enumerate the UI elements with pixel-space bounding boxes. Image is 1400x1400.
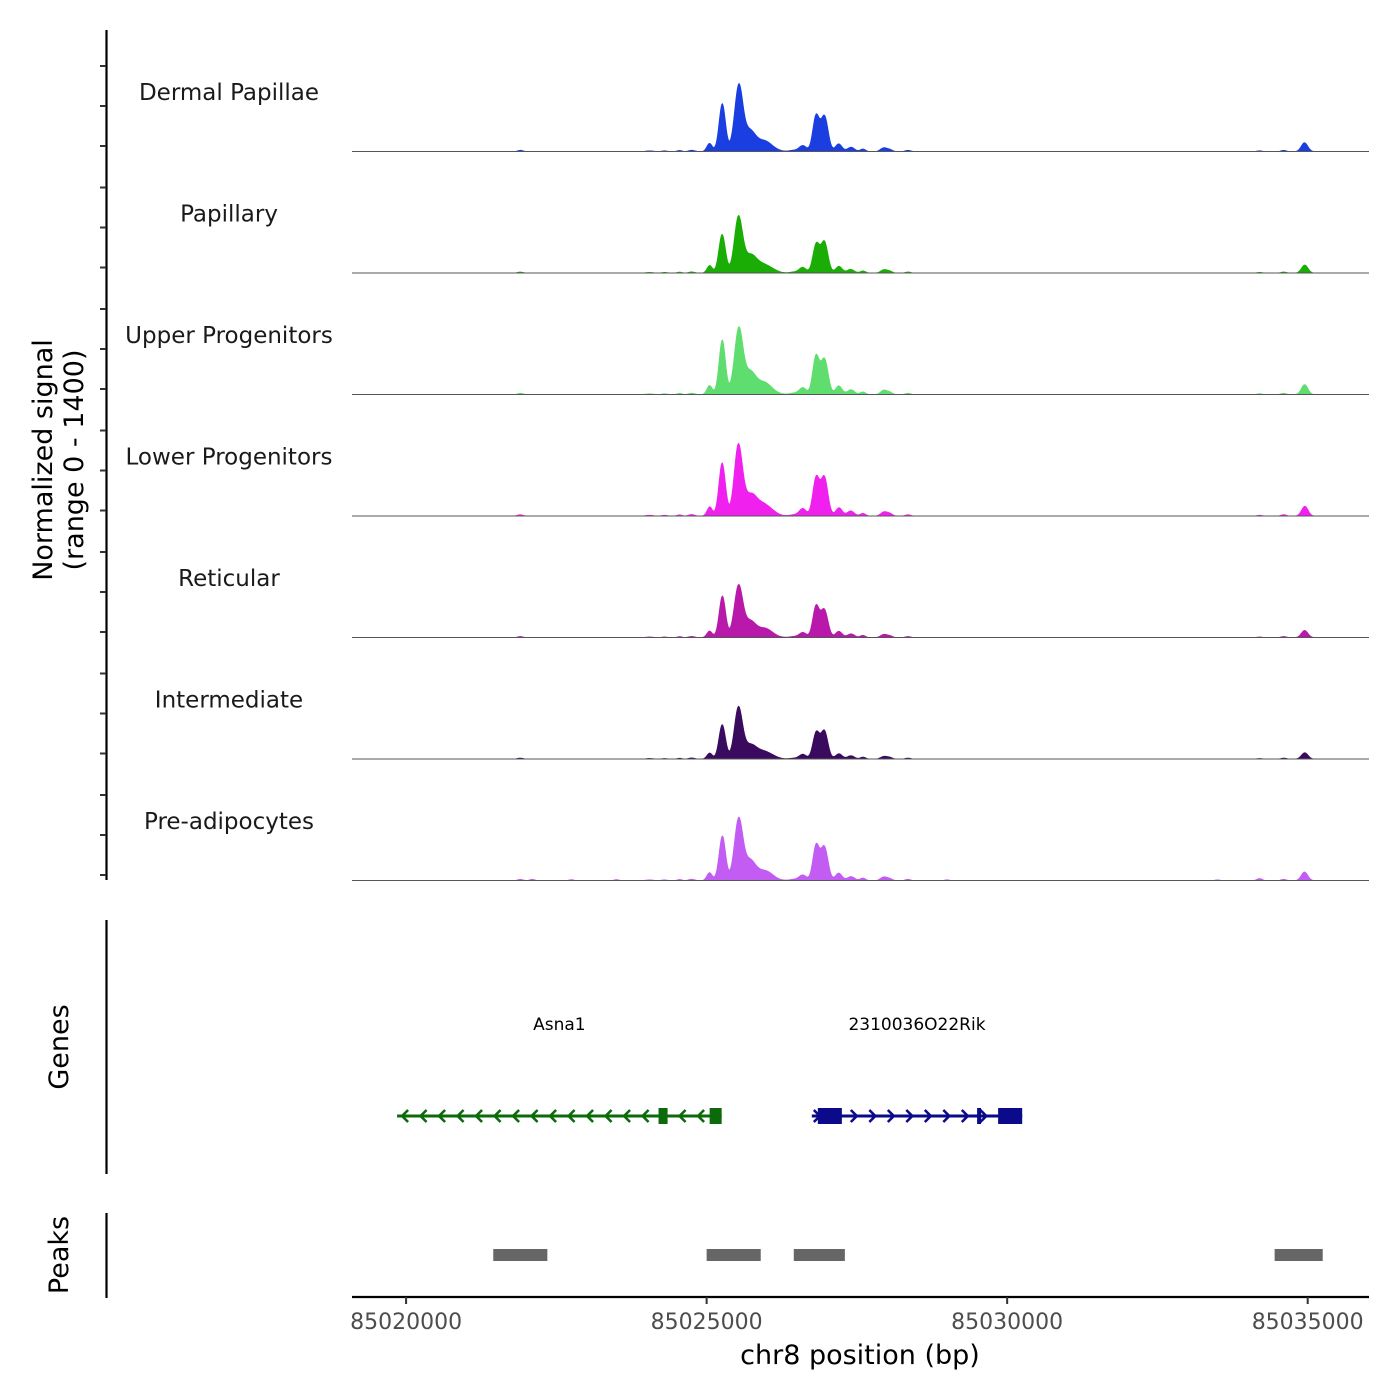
- strand-chevron: [400, 1109, 409, 1123]
- strand-chevron: [474, 1109, 483, 1123]
- genes-panel: Genes Asna1 2310036O22Rik: [44, 920, 1023, 1174]
- strand-chevron: [622, 1109, 631, 1123]
- strand-chevron: [923, 1109, 933, 1123]
- track-label: Upper Progenitors: [125, 323, 333, 349]
- coverage-area-lower-progenitors: [352, 442, 1323, 517]
- track-label: Lower Progenitors: [126, 445, 333, 471]
- strand-chevron: [548, 1109, 557, 1123]
- strand-chevron: [849, 1109, 859, 1123]
- track-label: Intermediate: [155, 688, 303, 714]
- track-label: Dermal Papillae: [139, 80, 319, 106]
- strand-chevron: [886, 1109, 896, 1123]
- tracks-y-axis-title-line1: Normalized signal: [28, 339, 59, 581]
- track-label: Papillary: [180, 202, 278, 228]
- tracks-y-axis-title-line2: (range 0 - 1400): [59, 350, 90, 571]
- gene-models: Asna1 2310036O22Rik: [397, 1015, 1023, 1124]
- gene-exon: [709, 1108, 722, 1124]
- peak-bar: [706, 1249, 761, 1261]
- x-axis-title: chr8 position (bp): [740, 1340, 980, 1371]
- peaks-axis-title: Peaks: [44, 1216, 75, 1294]
- tracks-y-axis-ticks: [100, 65, 106, 876]
- gene-name-label: Asna1: [533, 1015, 586, 1035]
- strand-chevron: [603, 1109, 613, 1123]
- strand-chevron: [696, 1109, 705, 1123]
- gene-exon: [977, 1108, 982, 1124]
- gene-name-label: 2310036O22Rik: [848, 1015, 985, 1035]
- peak-bar: [493, 1249, 548, 1261]
- peak-bars: [493, 1249, 1323, 1261]
- x-tick-label: 85035000: [1252, 1310, 1364, 1335]
- strand-chevron: [677, 1109, 687, 1123]
- strand-chevron: [979, 1109, 989, 1123]
- strand-chevron: [905, 1109, 915, 1123]
- strand-chevron: [960, 1109, 970, 1123]
- coverage-areas: [352, 83, 1369, 881]
- gene-model-asna1: Asna1: [397, 1015, 722, 1124]
- strand-chevron: [585, 1109, 594, 1123]
- gene-exon: [998, 1108, 1023, 1124]
- track-labels: Dermal Papillae Papillary Upper Progenitor…: [125, 80, 333, 835]
- track-label: Reticular: [178, 566, 280, 592]
- gene-model-2310036o22rik: 2310036O22Rik: [811, 1015, 1023, 1124]
- x-tick-label: 85020000: [350, 1310, 462, 1335]
- x-axis-ticks: 85020000 85025000 85030000 85035000: [350, 1297, 1364, 1335]
- strand-chevron: [492, 1109, 502, 1123]
- strand-chevron: [418, 1109, 428, 1123]
- coverage-tracks-panel: Dermal Papillae Papillary Upper Progenitor…: [28, 30, 1369, 881]
- peaks-panel: Peaks: [44, 1213, 1323, 1298]
- strand-chevron: [640, 1109, 650, 1123]
- coverage-area-pre-adipocytes: [352, 816, 1323, 881]
- coverage-area-upper-progenitors: [352, 326, 1323, 395]
- strand-chevron: [868, 1109, 878, 1123]
- x-axis: 85020000 85025000 85030000 85035000 chr8 po…: [350, 1295, 1369, 1371]
- coverage-area-papillary: [352, 215, 1323, 274]
- x-tick-label: 85030000: [951, 1310, 1063, 1335]
- peak-bar: [1274, 1249, 1323, 1261]
- genes-axis-title: Genes: [44, 1004, 75, 1089]
- strand-chevron: [529, 1109, 539, 1123]
- peak-bar: [793, 1249, 845, 1261]
- coverage-area-reticular: [352, 584, 1323, 638]
- x-tick-label: 85025000: [651, 1310, 763, 1335]
- coverage-area-intermediate: [352, 705, 1323, 760]
- gene-exon: [817, 1108, 842, 1124]
- coverage-area-dermal-papillae: [352, 83, 1323, 152]
- gene-exon: [658, 1108, 668, 1124]
- strand-chevron: [437, 1109, 446, 1123]
- strand-chevron: [942, 1109, 952, 1123]
- strand-chevron: [511, 1109, 520, 1123]
- track-label: Pre-adipocytes: [144, 809, 314, 835]
- strand-chevron: [566, 1109, 576, 1123]
- strand-chevron: [455, 1109, 465, 1123]
